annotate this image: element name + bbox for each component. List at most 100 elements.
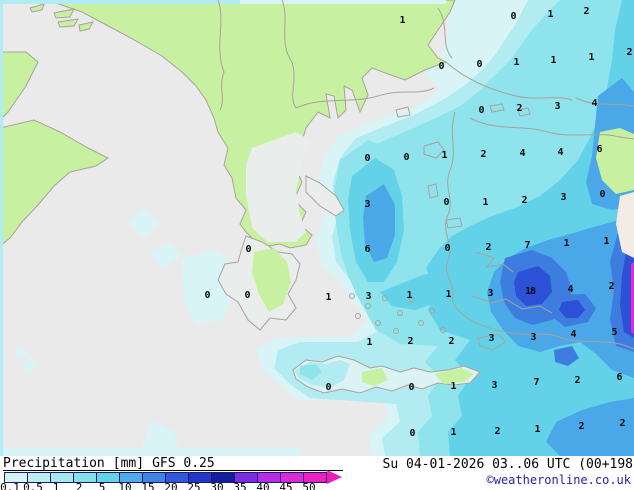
border-balkans-2 [295, 87, 435, 109]
southwest-wedge [138, 420, 180, 456]
colorbar-tick-label: 10 [118, 481, 132, 490]
ionian-patch-1 [128, 208, 160, 238]
land-italy-toe [0, 119, 109, 247]
cyclades-island [355, 313, 361, 319]
edge-precip-strips [0, 0, 446, 456]
colorbar-segment [74, 473, 97, 482]
colorbar-segment [189, 473, 212, 482]
marmara-island-2 [517, 107, 531, 117]
ionian-patch-3 [182, 250, 234, 324]
colorbar-arrow-icon [327, 470, 342, 484]
croatian-island-1 [29, 3, 45, 13]
legend-unit: [mm] [112, 456, 145, 471]
island-euboea [305, 175, 345, 217]
island-chios [427, 183, 439, 199]
colorbar-tick-label: 25 [187, 481, 201, 490]
coastlines-and-borders [217, 0, 634, 351]
border-balkans-3 [217, 0, 225, 111]
cyclades-island [349, 293, 355, 299]
turkey-green-patch [596, 128, 634, 194]
cyclades-island [365, 303, 371, 309]
colorbar-tick-label: 20 [164, 481, 178, 490]
turkey-cream-patch [616, 192, 634, 258]
cyclades-island [409, 297, 415, 303]
colorbar-segment [281, 473, 304, 482]
map-canvas [0, 0, 634, 456]
border-balkans-1 [281, 0, 297, 109]
cyclades-island [393, 328, 399, 334]
croatian-island-3 [57, 18, 79, 28]
coast-izmir-1 [475, 251, 514, 273]
heavy-cell-core-1 [514, 266, 552, 306]
cyclades-island [440, 327, 446, 333]
island-lesbos [423, 141, 445, 159]
colorbar-segment [51, 473, 74, 482]
coast-izmir-2 [471, 295, 553, 314]
heavy-cell-core-2 [559, 300, 585, 318]
croatian-island-2 [53, 8, 75, 19]
colorbar-segment [235, 473, 258, 482]
cyclades-island [429, 308, 435, 314]
legend-title: Precipitation [3, 456, 105, 471]
land-balkans [46, 0, 456, 249]
border-thrace [437, 7, 453, 59]
legend-title-row: Precipitation [mm] GFS 0.25 [3, 456, 343, 471]
coast-turkey-west [445, 111, 634, 350]
colorbar-tick-label: 0.1 [0, 481, 20, 490]
coast-bosporus [575, 97, 634, 107]
crete-green-patch-2 [434, 368, 474, 384]
legend-model: GFS 0.25 [152, 456, 215, 471]
land-masses [0, 0, 634, 394]
crete-west-precip-core [300, 364, 322, 380]
legend: Precipitation [mm] GFS 0.25 0.1 0.5 1 2 5 10 15 2… [0, 456, 634, 490]
cyclades-island [382, 295, 388, 301]
colorbar-segment [120, 473, 143, 482]
colorbar-tick-label: 15 [141, 481, 155, 490]
colorbar-segment [28, 473, 51, 482]
island-rhodes [477, 333, 507, 351]
southwest-dot-1 [14, 346, 28, 360]
central-greece-light-precip [246, 132, 310, 242]
colorbar-ticks: 0.1 0.5 1 2 5 10 15 20 25 30 35 40 45 50 [0, 481, 340, 490]
top-strip-west [0, 0, 240, 4]
colorbar-tick-label: 45 [279, 481, 293, 490]
colorbar [4, 472, 327, 483]
southwest-dot-2 [22, 358, 36, 372]
coast-marmara-north [445, 61, 573, 101]
colorbar-segment [166, 473, 189, 482]
cyclades-island [397, 310, 403, 316]
colorbar-tick-label: 5 [98, 481, 106, 490]
peloponnese-green-patch [252, 248, 291, 312]
cyclades-island [418, 320, 424, 326]
colorbar-segment [97, 473, 120, 482]
colorbar-tick-label: 1 [52, 481, 60, 490]
island-samos [445, 217, 463, 229]
colorbar-segment [304, 473, 326, 482]
colorbar-tick-label: 40 [256, 481, 270, 490]
croatian-island-4 [78, 21, 94, 32]
copyright-link[interactable]: ©weatheronline.co.uk [486, 473, 632, 487]
island-limnos [395, 106, 411, 118]
aegean-connector [380, 258, 487, 310]
colorbar-segment [258, 473, 281, 482]
precip-band-10mm-b [546, 398, 634, 456]
extreme-cell-edge [631, 262, 634, 334]
top-strip-east [240, 0, 446, 4]
colorbar-tick-label: 50 [302, 481, 316, 490]
colorbar-tick-label: 0.5 [23, 481, 43, 490]
heavy-cell-outer-4 [554, 346, 579, 366]
colorbar-segment [212, 473, 235, 482]
crete-green-patch-1 [362, 368, 388, 386]
marmara-island-1 [489, 103, 505, 113]
ionian-patch-2 [150, 242, 181, 268]
aegean-band-core [363, 184, 395, 262]
colorbar-segment [143, 473, 166, 482]
coast-marmara-south [469, 117, 634, 140]
cyclades-island [375, 320, 381, 326]
colorbar-tick-label: 30 [210, 481, 224, 490]
colorbar-tick-label: 35 [233, 481, 247, 490]
left-strip [0, 0, 3, 456]
colorbar-tick-label: 2 [75, 481, 83, 490]
